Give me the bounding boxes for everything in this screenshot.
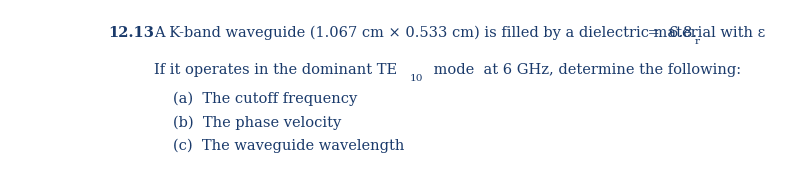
Text: =  6.8.: = 6.8. [643,25,697,40]
Text: (b)  The phase velocity: (b) The phase velocity [173,115,341,130]
Text: 10: 10 [409,74,423,83]
Text: mode  at 6 GHz, determine the following:: mode at 6 GHz, determine the following: [429,63,741,77]
Text: (c)  The waveguide wavelength: (c) The waveguide wavelength [173,139,404,153]
Text: (a)  The cutoff frequency: (a) The cutoff frequency [173,91,358,106]
Text: 12.13: 12.13 [108,25,155,40]
Text: A K-band waveguide (1.067 cm × 0.533 cm) is filled by a dielectric material with: A K-band waveguide (1.067 cm × 0.533 cm)… [155,25,765,40]
Text: r: r [694,37,700,46]
Text: If it operates in the dominant TE: If it operates in the dominant TE [155,63,397,77]
